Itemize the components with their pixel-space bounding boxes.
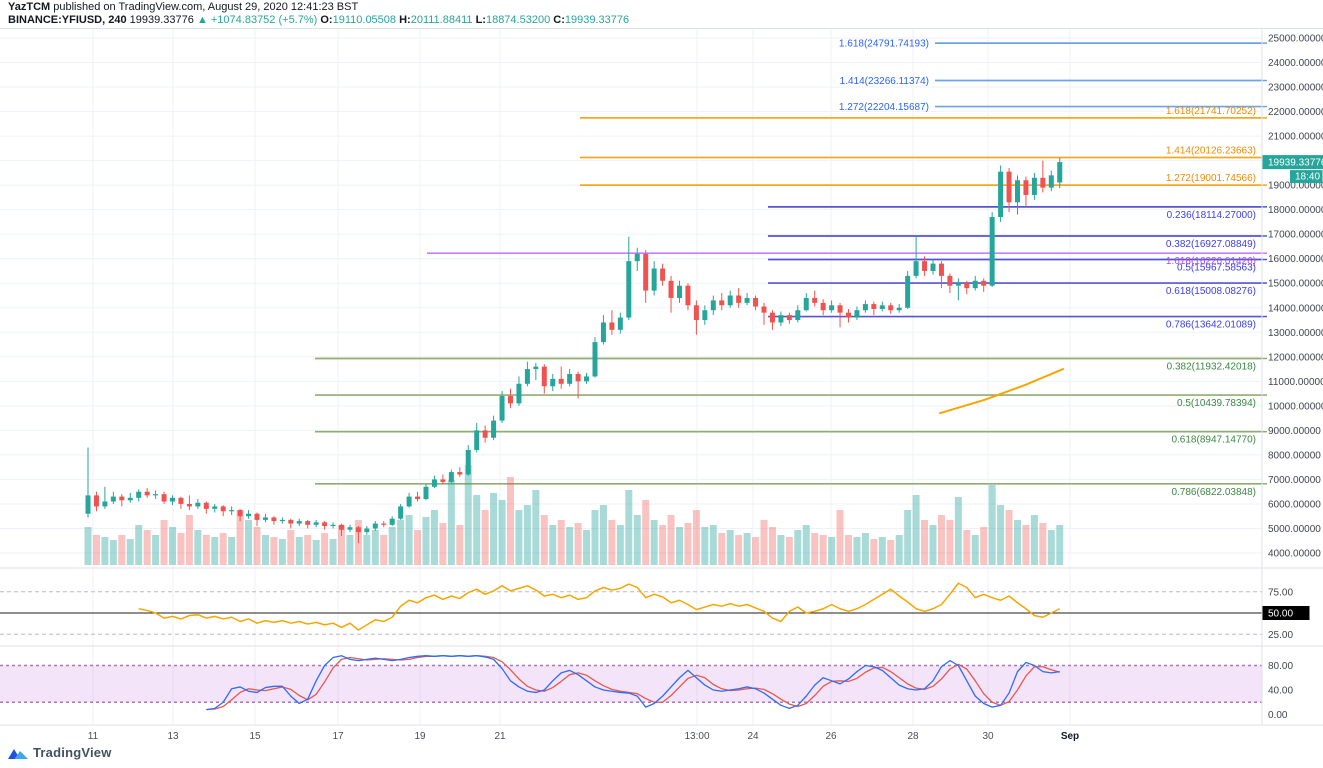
low-value: 18874.53200 — [485, 14, 551, 26]
price-axis-label: 19000.00000 — [1268, 181, 1323, 192]
fib-retracement-indigo[interactable]: 0.236(18114.27000) 0.382(16927.08849) 0.5(… — [768, 206, 1267, 331]
fib-level-label: 1.414(23266.11374) — [840, 76, 929, 87]
time-axis-label: 30 — [982, 731, 994, 742]
time-axis-label: 13 — [167, 731, 179, 742]
price-axis-label: 5000.00000 — [1268, 524, 1321, 535]
stoch-pane — [0, 655, 1262, 711]
price-axis-label: 12000.00000 — [1268, 352, 1323, 363]
price-axis-label: 8000.00000 — [1268, 450, 1321, 461]
fib-level-label: 0.786(13642.01089) — [1166, 320, 1256, 331]
fib-level-label: 0.382(11932.42018) — [1167, 361, 1256, 372]
close-value: 19939.33776 — [564, 14, 630, 26]
price-axis-label: 15000.00000 — [1268, 279, 1323, 290]
pane-dividers[interactable] — [0, 28, 1323, 726]
author-name: YazTCM — [8, 1, 51, 13]
price-axis-label: 11000.00000 — [1268, 377, 1323, 388]
bar-countdown-badge — [1290, 170, 1323, 184]
time-axis-label: 15 — [249, 731, 261, 742]
stoch-d-line — [206, 655, 1060, 711]
rsi-axis-label: 50.00 — [1268, 609, 1293, 620]
rsi-line — [138, 582, 1061, 631]
high-value: 20111.88411 — [410, 14, 473, 26]
time-axis-label: Sep — [1061, 731, 1079, 742]
high-label: H: — [399, 14, 411, 26]
price-axis[interactable]: 25000.00000 24000.00000 23000.00000 22000.0… — [1268, 34, 1323, 560]
price-axis-label: 17000.00000 — [1268, 230, 1323, 241]
stoch-axis-label: 40.00 — [1268, 686, 1293, 697]
last-price: 19939.33776 — [129, 14, 194, 26]
low-label: L: — [475, 14, 486, 26]
rsi-pane — [0, 582, 1262, 635]
price-axis-label: 21000.00000 — [1268, 132, 1323, 143]
fib-retracement-green[interactable]: 0.382(11932.42018) 0.5(10439.78394) 0.618(… — [315, 357, 1267, 498]
trend-line[interactable] — [939, 368, 1064, 415]
fib-level-label: 0.618(15008.08276) — [1166, 286, 1256, 297]
price-axis-label: 9000.00000 — [1268, 426, 1321, 437]
fib-level-label: 0.5(10439.78394) — [1177, 398, 1256, 409]
fib-level-label: 0.5(15967.58563) — [1177, 263, 1256, 274]
close-label: C: — [553, 14, 565, 26]
price-axis-label: 23000.00000 — [1268, 83, 1323, 94]
current-price-badge: 19939.33776 18:40 — [1262, 155, 1323, 184]
tradingview-icon — [8, 748, 28, 759]
price-axis-label: 10000.00000 — [1268, 401, 1323, 412]
fib-level-label: 0.236(18114.27000) — [1167, 210, 1256, 221]
candles — [85, 157, 1063, 544]
chart-canvas[interactable]: 1.618(24791.74193) 1.414(23266.11374) 1.27… — [0, 28, 1323, 768]
fib-level-label: 1.618(24791.74193) — [839, 39, 929, 50]
fib-level-label: 1.618(16226.01426) — [1166, 256, 1256, 267]
stoch-axis-label: 0.00 — [1268, 710, 1288, 721]
fib-level-label: 0.786(6822.03848) — [1171, 487, 1256, 498]
fib-extension-upper-blue[interactable]: 1.618(24791.74193) 1.414(23266.11374) 1.27… — [839, 39, 1267, 113]
tradingview-logo-text[interactable]: TradingView — [33, 745, 112, 760]
fib-level-label: 0.382(16927.08849) — [1166, 239, 1256, 250]
chart-background — [0, 28, 1323, 768]
price-axis-label: 14000.00000 — [1268, 303, 1323, 314]
fib-extension-purple[interactable]: 1.618(16226.01426) — [427, 252, 1267, 267]
rsi-mid-badge — [1262, 606, 1310, 620]
symbol-line: BINANCE:YFIUSD, 240 19939.33776 ▲ +1074.… — [8, 14, 629, 27]
open-label: O: — [320, 14, 333, 26]
svg-text:19939.33776: 19939.33776 — [1268, 158, 1323, 169]
fib-level-label: 1.272(22204.15687) — [839, 102, 929, 113]
open-value: 19110.05508 — [332, 14, 397, 26]
publish-line: YazTCM published on TradingView.com, Aug… — [8, 1, 629, 14]
price-axis-label: 16000.00000 — [1268, 254, 1323, 265]
price-axis-label: 13000.00000 — [1268, 328, 1323, 339]
time-axis-label: 13:00 — [684, 731, 709, 742]
tradingview-logo[interactable]: TradingView — [8, 745, 112, 760]
time-axis-label: 17 — [332, 731, 344, 742]
price-change: ▲ +1074.83752 (+5.7%) — [196, 14, 318, 26]
time-axis-label: 28 — [907, 731, 919, 742]
price-axis-label: 18000.00000 — [1268, 205, 1323, 216]
price-axis-label: 7000.00000 — [1268, 475, 1321, 486]
price-axis-label: 24000.00000 — [1268, 58, 1323, 69]
symbol-interval[interactable]: BINANCE:YFIUSD, 240 — [8, 14, 127, 26]
time-axis-label: 24 — [747, 731, 759, 742]
bar-countdown-label: 18:40 — [1295, 172, 1320, 183]
time-axis-label: 26 — [825, 731, 837, 742]
volume-bars — [84, 465, 1064, 565]
price-axis-label: 4000.00000 — [1268, 549, 1321, 560]
fib-level-label: 1.414(20126.23663) — [1166, 146, 1256, 157]
price-axis-label: 25000.00000 — [1268, 34, 1323, 45]
time-axis-label: 11 — [88, 731, 99, 742]
publish-info: published on TradingView.com, August 29,… — [50, 1, 359, 13]
chart-header: YazTCM published on TradingView.com, Aug… — [8, 1, 629, 27]
stoch-k-line — [206, 655, 1060, 711]
time-axis-label: 19 — [414, 731, 426, 742]
price-axis-label: 6000.00000 — [1268, 499, 1321, 510]
fib-level-label: 1.272(19001.74566) — [1166, 173, 1256, 184]
time-axis[interactable]: 11 13 15 17 19 21 13:00 24 26 28 30 Sep — [88, 731, 1079, 742]
time-axis-label: 21 — [494, 731, 506, 742]
rsi-axis-label: 25.00 — [1268, 630, 1293, 641]
rsi-axis-label: 75.00 — [1268, 587, 1293, 598]
stoch-axis-label: 80.00 — [1268, 661, 1293, 672]
fib-extension-orange[interactable]: 1.618(21741.70252) 1.414(20126.23663) 1.27… — [580, 106, 1267, 186]
fib-level-label: 0.618(8947.14770) — [1171, 435, 1256, 446]
fib-level-label: 1.618(21741.70252) — [1166, 106, 1256, 117]
price-axis-label: 22000.00000 — [1268, 107, 1323, 118]
indicator-axis[interactable]: 75.00 50.00 25.00 80.00 40.00 0.00 — [1262, 587, 1310, 721]
